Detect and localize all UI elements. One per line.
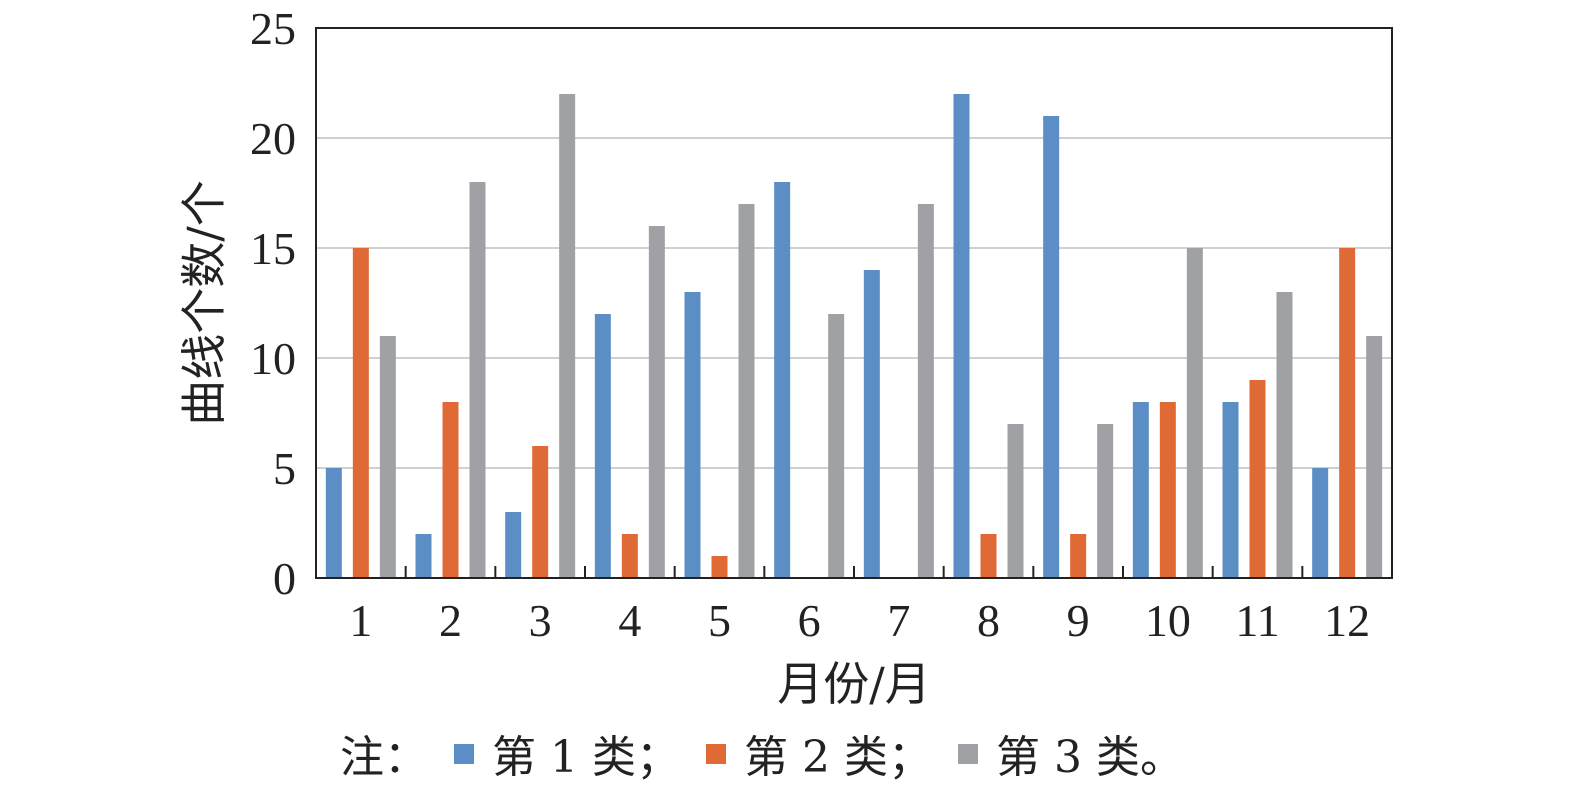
bar-series-3-month-3: [559, 94, 576, 578]
x-tick-marks: [404, 566, 1304, 578]
bar-series-1-month-12: [1312, 468, 1329, 578]
y-tick-label: 25: [250, 3, 296, 54]
bar-series-1-month-6: [774, 182, 791, 578]
bar-series-3-month-7: [917, 204, 934, 578]
bar-series-2-month-2: [442, 402, 459, 578]
bar-series-2-month-9: [1070, 534, 1087, 578]
bar-series-1-month-10: [1132, 402, 1149, 578]
bar-series-1-month-8: [953, 94, 970, 578]
note-prefix: 注：: [340, 732, 428, 783]
bars: [325, 94, 1383, 578]
bar-series-3-month-10: [1186, 248, 1203, 578]
bar-series-3-month-1: [379, 336, 396, 578]
x-tick-label: 3: [529, 595, 552, 646]
legend-label-1: 第 1 类；: [492, 732, 680, 783]
x-tick-label: 10: [1145, 595, 1191, 646]
legend-note: 注： 第 1 类； 第 2 类； 第 3 类。: [340, 732, 1184, 783]
x-tick-label: 5: [708, 595, 731, 646]
bar-series-3-month-2: [469, 182, 486, 578]
y-tick-labels: 0 5 10 15 20 25: [250, 3, 296, 604]
bar-series-2-month-11: [1249, 380, 1266, 578]
y-tick-label: 20: [250, 113, 296, 164]
y-tick-label: 10: [250, 333, 296, 384]
bar-series-1-month-9: [1043, 116, 1060, 578]
bar-series-2-month-8: [980, 534, 997, 578]
y-tick-label: 15: [250, 223, 296, 274]
y-tick-label: 5: [273, 443, 296, 494]
y-axis-title: 曲线个数/个: [177, 180, 231, 426]
legend-swatch-3: [958, 744, 978, 764]
x-tick-label: 7: [887, 595, 910, 646]
bar-series-2-month-5: [711, 556, 728, 578]
bar-series-2-month-3: [532, 446, 549, 578]
bar-series-2-month-12: [1339, 248, 1356, 578]
bar-series-1-month-11: [1222, 402, 1239, 578]
bar-series-1-month-5: [684, 292, 701, 578]
bar-series-3-month-6: [828, 314, 845, 578]
gridlines: [316, 137, 1392, 469]
bar-series-2-month-1: [352, 248, 369, 578]
x-tick-label: 8: [977, 595, 1000, 646]
x-tick-label: 1: [349, 595, 372, 646]
bar-series-3-month-8: [1007, 424, 1024, 578]
x-tick-label: 11: [1235, 595, 1279, 646]
x-tick-label: 9: [1067, 595, 1090, 646]
bar-series-1-month-4: [594, 314, 611, 578]
bar-series-1-month-7: [863, 270, 880, 578]
x-axis-title: 月份/月: [777, 657, 931, 711]
bar-series-1-month-1: [325, 468, 342, 578]
legend-swatch-1: [454, 744, 474, 764]
bar-series-2-month-10: [1159, 402, 1176, 578]
legend-label-2: 第 2 类；: [744, 732, 932, 783]
bar-series-1-month-2: [415, 534, 432, 578]
bar-series-3-month-4: [648, 226, 665, 578]
bar-series-2-month-4: [621, 534, 638, 578]
x-tick-label: 12: [1324, 595, 1370, 646]
bar-series-3-month-9: [1097, 424, 1114, 578]
bar-series-1-month-3: [505, 512, 522, 578]
y-tick-label: 0: [273, 553, 296, 604]
bar-series-3-month-5: [738, 204, 755, 578]
x-tick-label: 2: [439, 595, 462, 646]
bar-series-3-month-12: [1366, 336, 1383, 578]
bar-series-3-month-11: [1276, 292, 1293, 578]
x-tick-label: 4: [618, 595, 641, 646]
x-tick-label: 6: [798, 595, 821, 646]
x-tick-labels: 1 2 3 4 5 6 7 8 9 10 11 12: [349, 595, 1370, 646]
legend-swatch-2: [706, 744, 726, 764]
legend-label-3: 第 3 类。: [996, 732, 1184, 783]
